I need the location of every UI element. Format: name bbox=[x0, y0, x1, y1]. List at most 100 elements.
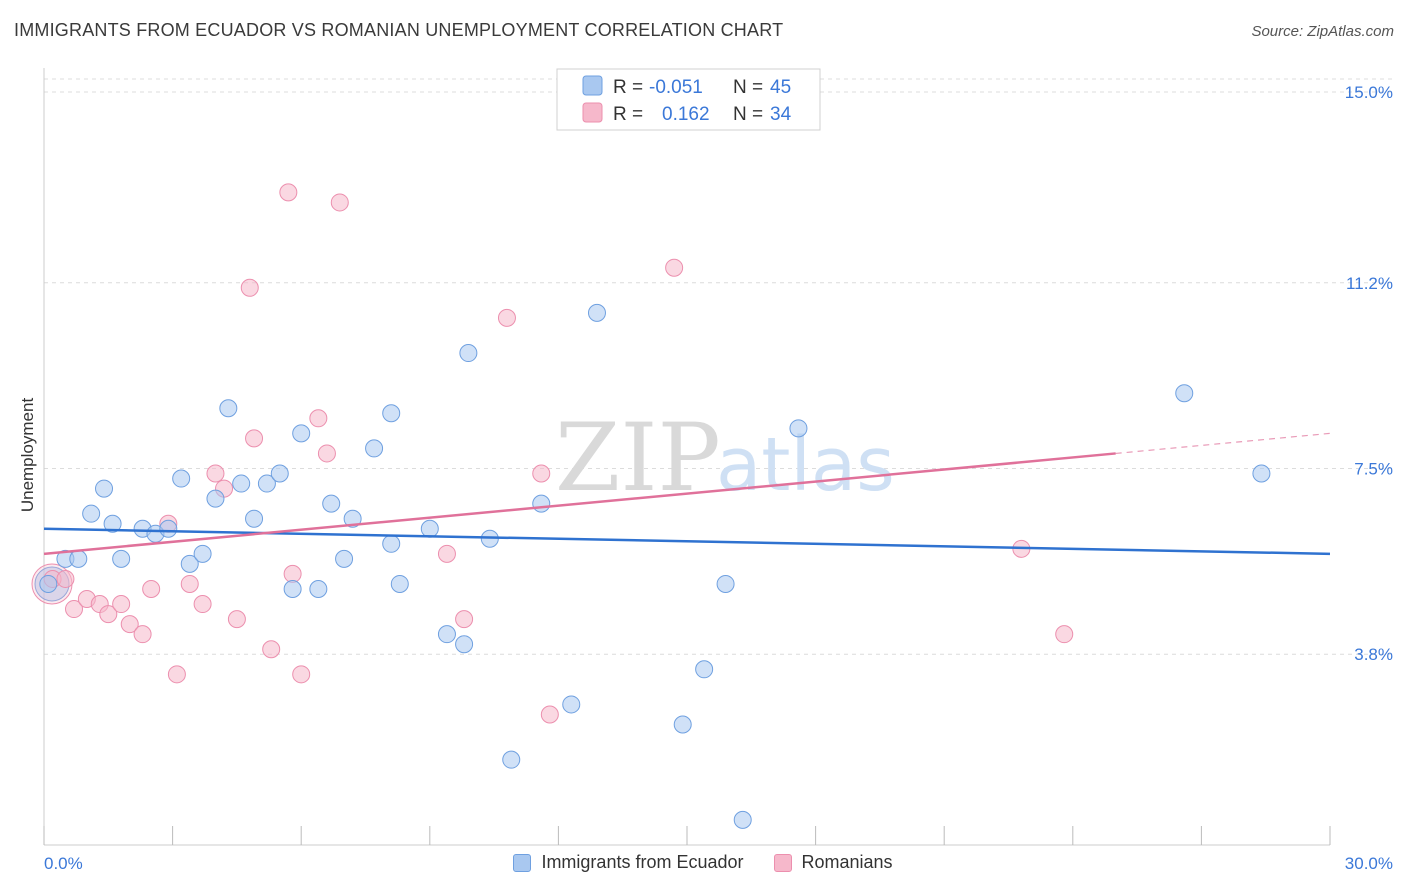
point-ecuador bbox=[69, 549, 88, 568]
legend-swatch-ecuador bbox=[582, 75, 603, 96]
point-ecuador bbox=[172, 469, 191, 488]
series-legend: Immigrants from Ecuador Romanians bbox=[0, 852, 1406, 873]
point-ecuador bbox=[245, 509, 264, 528]
point-romanians bbox=[540, 705, 559, 724]
legend-item-ecuador: Immigrants from Ecuador bbox=[513, 852, 744, 873]
point-romanians bbox=[180, 574, 199, 593]
legend-r-value-2: 0.162 bbox=[662, 104, 710, 125]
point-ecuador bbox=[382, 534, 401, 553]
watermark-atlas: atlas bbox=[716, 422, 895, 508]
trend-lines bbox=[43, 432, 1331, 556]
legend-item-romanians: Romanians bbox=[773, 852, 893, 873]
point-ecuador bbox=[95, 479, 114, 498]
point-romanians bbox=[99, 605, 118, 624]
point-romanians bbox=[330, 193, 349, 212]
point-ecuador bbox=[193, 544, 212, 563]
trendline-ecuador bbox=[43, 527, 1331, 556]
point-romanians bbox=[142, 579, 161, 598]
legend-n-label-2: N = bbox=[733, 104, 763, 125]
point-ecuador bbox=[420, 519, 439, 538]
point-romanians bbox=[437, 544, 456, 563]
point-romanians bbox=[497, 308, 516, 327]
point-romanians bbox=[283, 564, 302, 583]
legend-r-value-1: -0.051 bbox=[649, 77, 703, 98]
point-romanians bbox=[193, 595, 212, 614]
point-romanians bbox=[292, 665, 311, 684]
source-label: Source: ZipAtlas.com bbox=[1251, 23, 1394, 40]
point-romanians bbox=[227, 610, 246, 629]
point-ecuador bbox=[365, 439, 384, 458]
legend-label-ecuador: Immigrants from Ecuador bbox=[541, 852, 744, 872]
point-romanians bbox=[245, 429, 264, 448]
point-ecuador bbox=[39, 574, 58, 593]
point-ecuador bbox=[180, 554, 199, 573]
point-ecuador bbox=[232, 474, 251, 493]
chart-title: IMMIGRANTS FROM ECUADOR VS ROMANIAN UNEM… bbox=[14, 20, 784, 40]
point-ecuador bbox=[390, 574, 409, 593]
point-ecuador bbox=[1252, 464, 1271, 483]
point-romanians bbox=[262, 640, 281, 659]
point-romanians bbox=[133, 625, 152, 644]
point-ecuador bbox=[459, 344, 478, 363]
y-tick-label: 7.5% bbox=[1354, 460, 1393, 479]
y-tick-label: 3.8% bbox=[1354, 645, 1393, 664]
point-romanians bbox=[206, 464, 225, 483]
legend-r-label-1: R = bbox=[613, 77, 643, 98]
data-points bbox=[31, 183, 1271, 829]
legend-swatch-romanians-bottom bbox=[773, 853, 792, 872]
legend-swatch-romanians bbox=[582, 102, 603, 123]
point-romanians bbox=[1055, 625, 1074, 644]
axes bbox=[43, 68, 1331, 846]
point-ecuador bbox=[562, 695, 581, 714]
point-ecuador bbox=[206, 489, 225, 508]
point-ecuador bbox=[103, 514, 122, 533]
legend-r-label-2: R = bbox=[613, 104, 643, 125]
point-ecuador bbox=[292, 424, 311, 443]
point-ecuador bbox=[309, 579, 328, 598]
point-ecuador bbox=[219, 399, 238, 418]
point-ecuador bbox=[82, 504, 101, 523]
point-ecuador bbox=[335, 549, 354, 568]
point-ecuador bbox=[270, 464, 289, 483]
point-romanians bbox=[455, 610, 474, 629]
point-ecuador bbox=[695, 660, 714, 679]
gridlines bbox=[44, 78, 1395, 655]
point-ecuador bbox=[716, 574, 735, 593]
legend-n-label-1: N = bbox=[733, 77, 763, 98]
point-romanians bbox=[279, 183, 298, 202]
point-ecuador bbox=[789, 419, 808, 438]
legend-n-value-2: 34 bbox=[770, 104, 792, 125]
point-ecuador bbox=[322, 494, 341, 513]
point-ecuador bbox=[343, 509, 362, 528]
point-romanians bbox=[665, 258, 684, 277]
point-romanians bbox=[167, 665, 186, 684]
watermark: ZIP atlas bbox=[555, 404, 895, 513]
point-ecuador bbox=[502, 750, 521, 769]
x-tick-label: 0.0% bbox=[44, 854, 83, 873]
trendline-romanians bbox=[43, 452, 1116, 556]
correlation-legend: R = -0.051 N = 45 R = 0.162 N = 34 bbox=[556, 68, 821, 131]
tick-labels: 3.8% 7.5% 11.2% 15.0% 0.0% 30.0% bbox=[44, 83, 1393, 873]
point-ecuador bbox=[587, 303, 606, 322]
point-romanians bbox=[65, 600, 84, 619]
point-ecuador bbox=[455, 635, 474, 654]
point-ecuador bbox=[532, 494, 551, 513]
point-romanians bbox=[532, 464, 551, 483]
point-romanians bbox=[112, 595, 131, 614]
point-romanians bbox=[56, 569, 75, 588]
point-ecuador bbox=[1175, 384, 1194, 403]
point-romanians bbox=[317, 444, 336, 463]
point-ecuador bbox=[437, 625, 456, 644]
point-ecuador bbox=[283, 579, 302, 598]
y-tick-label: 11.2% bbox=[1346, 274, 1393, 293]
point-romanians bbox=[309, 409, 328, 428]
y-tick-label: 15.0% bbox=[1345, 83, 1393, 102]
watermark-zip: ZIP bbox=[555, 404, 721, 513]
point-romanians bbox=[120, 615, 139, 634]
point-ecuador bbox=[733, 810, 752, 829]
legend-n-value-1: 45 bbox=[770, 77, 791, 98]
point-romanians bbox=[240, 278, 259, 297]
point-ecuador bbox=[673, 715, 692, 734]
legend-swatch-ecuador-bottom bbox=[513, 853, 532, 872]
